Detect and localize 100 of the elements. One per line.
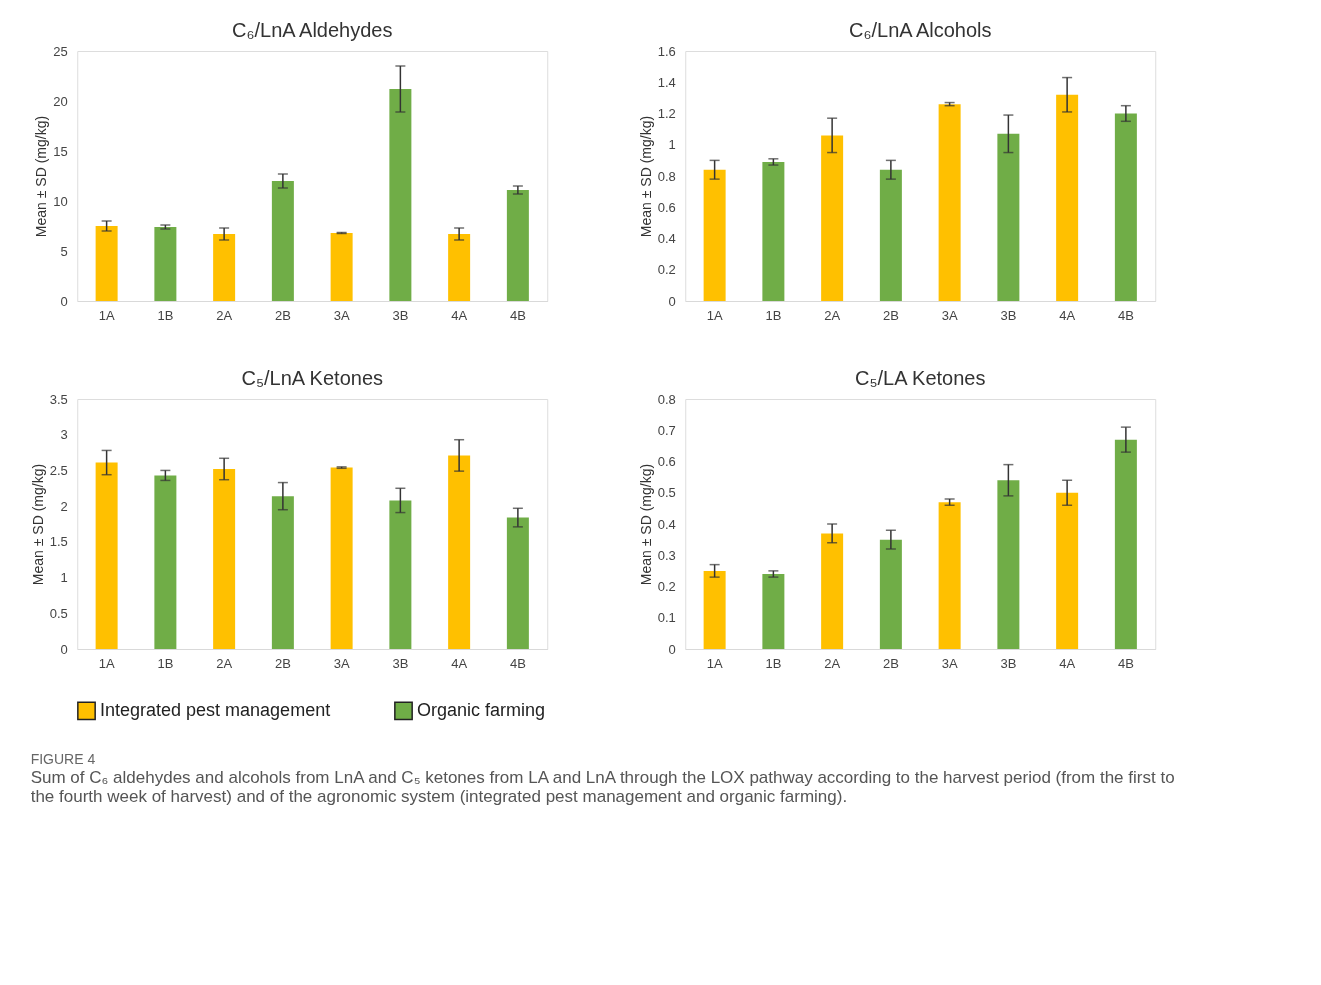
legend-label: Organic farming xyxy=(417,699,546,720)
bar xyxy=(879,539,902,649)
bar xyxy=(879,169,902,301)
y-tick-label: 1.2 xyxy=(657,106,676,121)
y-axis-title: Mean ± SD (mg/kg) xyxy=(637,463,654,586)
bar xyxy=(762,574,785,649)
bar xyxy=(330,467,353,649)
x-tick-label: 4B xyxy=(1117,307,1134,323)
x-tick-label: 1B xyxy=(765,655,782,671)
x-tick-label: 2B xyxy=(274,655,291,671)
bar xyxy=(938,502,961,649)
bar xyxy=(506,517,529,649)
y-axis-title: Mean ± SD (mg/kg) xyxy=(29,463,46,586)
y-tick-label: 1.6 xyxy=(657,43,676,59)
x-tick-label: 2A xyxy=(216,307,233,323)
y-tick-label: 0.7 xyxy=(657,422,676,438)
text: Sum of C₆ aldehydes and alcohols from LnA and C₅ ketones from LA and LnA through the LOX pathway according to the harvest period (from the first to the fourth week of harvest) and of the agronomic system (integrated pest management and organic farming). xyxy=(30,768,1175,806)
bar xyxy=(95,462,118,649)
x-tick-label: 3A xyxy=(941,655,958,671)
x-tick-label: 2B xyxy=(882,655,899,671)
y-tick-label: 10 xyxy=(53,193,68,209)
y-tick-label: 0.2 xyxy=(657,579,676,594)
y-tick-label: 25 xyxy=(53,43,68,59)
legend-label: Integrated pest management xyxy=(100,699,331,720)
y-tick-label: 15 xyxy=(53,143,68,159)
bar xyxy=(938,104,961,301)
y-tick-label: 0.1 xyxy=(657,610,676,626)
x-tick-label: 4A xyxy=(451,655,468,671)
y-tick-label: 0 xyxy=(668,293,676,309)
y-axis-title: Mean ± SD (mg/kg) xyxy=(33,115,50,238)
x-tick-label: 1A xyxy=(706,655,723,671)
y-tick-label: 1.4 xyxy=(657,74,676,90)
bar xyxy=(448,455,471,649)
y-tick-label: 2.5 xyxy=(49,462,68,478)
x-tick-label: 1B xyxy=(157,307,174,323)
y-tick-label: 0.5 xyxy=(657,485,676,501)
y-tick-label: 2 xyxy=(60,498,68,514)
y-tick-label: 0.5 xyxy=(49,605,68,621)
bar xyxy=(506,190,529,301)
bar xyxy=(154,475,177,649)
x-tick-label: 4B xyxy=(1117,655,1134,671)
y-tick-label: 1 xyxy=(668,137,676,153)
y-tick-label: 1 xyxy=(60,570,68,586)
y-tick-label: 0.3 xyxy=(657,547,676,563)
y-tick-label: 0 xyxy=(60,641,68,657)
bar xyxy=(330,233,353,301)
x-tick-label: 3A xyxy=(941,307,958,323)
chart-title: C₆/LnA Alcohols xyxy=(848,19,992,41)
x-tick-label: 4A xyxy=(451,307,468,323)
y-tick-label: 0.8 xyxy=(657,391,676,407)
bar xyxy=(821,533,844,649)
bar xyxy=(821,135,844,301)
y-tick-label: 0 xyxy=(60,293,68,309)
x-tick-label: 2A xyxy=(824,655,841,671)
bar xyxy=(762,161,785,301)
bar xyxy=(1114,439,1137,649)
y-tick-label: 0.4 xyxy=(657,231,676,246)
bar xyxy=(213,469,236,649)
x-tick-label: 1B xyxy=(157,655,174,671)
caption: FIGURE 4 xyxy=(30,751,96,767)
y-tick-label: 3.5 xyxy=(49,391,68,407)
x-tick-label: 2A xyxy=(216,655,233,671)
y-tick-label: 0.2 xyxy=(657,262,676,278)
bar xyxy=(95,226,118,301)
x-tick-label: 1B xyxy=(765,307,782,323)
x-tick-label: 4A xyxy=(1059,655,1076,671)
bar xyxy=(997,133,1020,301)
y-tick-label: 0.4 xyxy=(657,516,676,532)
y-tick-label: 3 xyxy=(60,427,68,443)
x-tick-label: 3B xyxy=(1000,307,1017,323)
x-tick-label: 2B xyxy=(882,307,899,323)
chart-title: C₅/LnA Ketones xyxy=(241,367,383,389)
bar xyxy=(271,496,294,649)
bar xyxy=(1114,113,1137,301)
y-tick-label: 1.5 xyxy=(49,534,68,550)
x-tick-label: 1A xyxy=(98,307,115,323)
x-tick-label: 1A xyxy=(98,655,115,671)
bar xyxy=(448,234,471,301)
x-tick-label: 1A xyxy=(706,307,723,323)
x-tick-label: 3A xyxy=(333,655,350,671)
x-tick-label: 3A xyxy=(333,307,350,323)
bar xyxy=(213,234,236,301)
y-tick-label: 20 xyxy=(53,93,68,109)
y-tick-label: 0.6 xyxy=(657,454,676,469)
bar xyxy=(1056,492,1079,649)
chart-title: C₆/LnA Aldehydes xyxy=(232,19,393,41)
x-tick-label: 3B xyxy=(392,307,409,323)
bar xyxy=(997,480,1020,649)
x-tick-label: 3B xyxy=(1000,655,1017,671)
x-tick-label: 4A xyxy=(1059,307,1076,323)
bar xyxy=(703,169,726,301)
y-tick-label: 0.8 xyxy=(657,168,676,184)
x-tick-label: 4B xyxy=(509,307,526,323)
bar xyxy=(389,500,412,649)
bar xyxy=(1056,94,1079,301)
x-tick-label: 3B xyxy=(392,655,409,671)
x-tick-label: 4B xyxy=(509,655,526,671)
chart-title: C₅/LA Ketones xyxy=(855,367,986,389)
bar xyxy=(271,181,294,301)
x-tick-label: 2A xyxy=(824,307,841,323)
